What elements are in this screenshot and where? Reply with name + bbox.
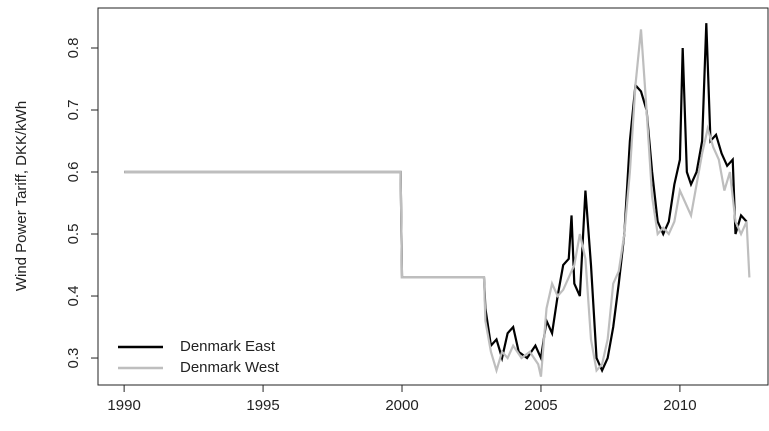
x-tick-label: 2005 <box>524 397 557 414</box>
x-tick-label: 2010 <box>663 397 696 414</box>
y-tick-label: 0.7 <box>65 100 82 121</box>
plot-frame <box>97 7 769 386</box>
legend-label: Denmark West <box>180 359 280 376</box>
x-tick-label: 2000 <box>385 397 418 414</box>
legend-label: Denmark East <box>180 338 276 355</box>
y-axis-label: Wind Power Tariff, DKK/kWh <box>13 101 30 291</box>
x-tick-label: 1995 <box>246 397 279 414</box>
line-series <box>124 23 748 374</box>
y-tick-label: 0.5 <box>65 224 82 245</box>
line-series <box>124 29 751 377</box>
y-tick-label: 0.6 <box>65 162 82 183</box>
y-tick-label: 0.8 <box>65 38 82 59</box>
y-tick-label: 0.3 <box>65 348 82 369</box>
y-tick-label: 0.4 <box>65 286 82 307</box>
x-tick-label: 1990 <box>107 397 140 414</box>
